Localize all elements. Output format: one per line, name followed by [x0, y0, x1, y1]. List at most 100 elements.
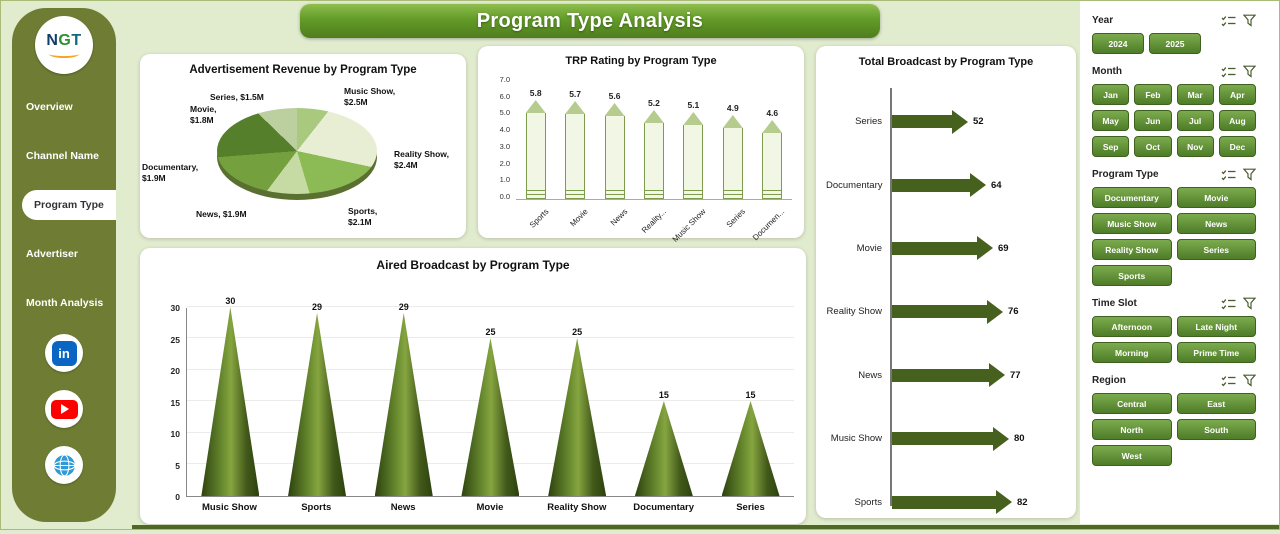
- filter-option-apr[interactable]: Apr: [1218, 84, 1256, 105]
- filter-option-afternoon[interactable]: Afternoon: [1092, 316, 1172, 337]
- arrow-shaft: [892, 432, 993, 446]
- trp-bar-movie: 5.7: [565, 89, 586, 199]
- sidebar-item-month-analysis[interactable]: Month Analysis: [26, 297, 104, 310]
- trp-plot-area: 5.8 5.7 5.6 5.2 5.1 4.9 4.6: [516, 80, 792, 200]
- filter-option-music-show[interactable]: Music Show: [1092, 213, 1172, 234]
- filter-option-2025[interactable]: 2025: [1149, 33, 1201, 54]
- filter-header-icons: [1221, 168, 1256, 181]
- filter-option-nov[interactable]: Nov: [1176, 136, 1214, 157]
- filter-option-mar[interactable]: Mar: [1176, 84, 1214, 105]
- aired-plot-area: 30 29 29 25 25 15 15: [186, 296, 794, 497]
- pencil-body: [565, 114, 586, 199]
- cone-shape: [374, 313, 433, 496]
- filter-option-sports[interactable]: Sports: [1092, 265, 1172, 286]
- filter-header: Program Type: [1092, 168, 1256, 181]
- trp-bar-sports: 5.8: [525, 88, 546, 199]
- arrow-head-icon: [996, 490, 1012, 515]
- filter-icon[interactable]: [1243, 297, 1256, 310]
- select-all-icon[interactable]: [1221, 169, 1236, 181]
- youtube-button[interactable]: [45, 390, 83, 428]
- aired-y-tick: 30: [170, 303, 180, 313]
- filter-header-icons: [1221, 65, 1256, 78]
- cone-shape: [288, 313, 347, 496]
- cone-bar-sports: 29: [288, 302, 347, 496]
- filter-option-jan[interactable]: Jan: [1092, 84, 1130, 105]
- filter-option-morning[interactable]: Morning: [1092, 342, 1172, 363]
- sidebar-item-overview[interactable]: Overview: [26, 101, 73, 113]
- trp-x-label: Documen...: [751, 207, 787, 243]
- filter-icon[interactable]: [1243, 374, 1256, 387]
- filter-option-jul[interactable]: Jul: [1176, 110, 1214, 131]
- total-value-label: 52: [973, 116, 984, 128]
- social-links: in: [12, 334, 116, 484]
- aired-y-tick: 0: [175, 492, 180, 502]
- linkedin-button[interactable]: in: [45, 334, 83, 372]
- cone-bar-movie: 25: [461, 327, 520, 496]
- filter-option-south[interactable]: South: [1176, 419, 1256, 440]
- select-all-icon[interactable]: [1221, 375, 1236, 387]
- filter-icon[interactable]: [1243, 14, 1256, 27]
- cone-value-label: 25: [572, 327, 583, 337]
- filter-option-north[interactable]: North: [1092, 419, 1172, 440]
- filter-icon[interactable]: [1243, 168, 1256, 181]
- pencil-tip: [762, 120, 783, 133]
- filter-option-central[interactable]: Central: [1092, 393, 1172, 414]
- website-button[interactable]: [45, 446, 83, 484]
- sidebar-item-program-type[interactable]: Program Type: [22, 190, 116, 221]
- select-all-icon[interactable]: [1221, 66, 1236, 78]
- total-plot-area: Series 52 Documentary 64 Movie 69 Reality Show…: [826, 90, 1074, 534]
- pie-data-label-movie: Movie, $1.8M: [190, 104, 217, 125]
- filter-option-oct[interactable]: Oct: [1134, 136, 1172, 157]
- select-all-icon[interactable]: [1221, 298, 1236, 310]
- total-category-label: Movie: [856, 242, 882, 254]
- filter-option-aug[interactable]: Aug: [1218, 110, 1256, 131]
- arrow-head-icon: [970, 173, 986, 198]
- total-row-movie: Movie 69: [826, 217, 1074, 280]
- trp-bar-reality: 5.2: [643, 98, 664, 199]
- total-category-label: Series: [855, 116, 882, 128]
- trp-value-label: 5.6: [608, 91, 621, 101]
- total-broadcast-card: Total Broadcast by Program Type Series 52…: [816, 46, 1076, 518]
- trp-y-tick: 3.0: [499, 141, 510, 151]
- select-all-icon[interactable]: [1221, 15, 1236, 27]
- trp-x-tick: Documen...: [751, 204, 790, 242]
- filter-option-news[interactable]: News: [1176, 213, 1256, 234]
- filter-option-dec[interactable]: Dec: [1218, 136, 1256, 157]
- total-row-documentary: Documentary 64: [826, 153, 1074, 216]
- sidebar-item-advertiser[interactable]: Advertiser: [26, 248, 78, 261]
- filter-option-sep[interactable]: Sep: [1092, 136, 1130, 157]
- filter-option-documentary[interactable]: Documentary: [1092, 187, 1172, 208]
- filter-option-movie[interactable]: Movie: [1176, 187, 1256, 208]
- pencil-band: [723, 190, 742, 194]
- sidebar-item-channel-name[interactable]: Channel Name: [26, 150, 99, 163]
- arrow-shaft: [892, 305, 987, 319]
- filter-option-may[interactable]: May: [1092, 110, 1130, 131]
- filter-option-reality-show[interactable]: Reality Show: [1092, 239, 1172, 260]
- filter-section-region: Region Central East North South West: [1092, 374, 1256, 466]
- trp-y-tick: 4.0: [499, 125, 510, 135]
- trp-x-label: Sports: [527, 207, 551, 230]
- cone-value-label: 25: [485, 327, 496, 337]
- arrow-head-icon: [977, 236, 993, 261]
- cone-bar-series: 15: [721, 390, 780, 496]
- filter-option-feb[interactable]: Feb: [1134, 84, 1172, 105]
- filter-option-2024[interactable]: 2024: [1092, 33, 1144, 54]
- filter-icon[interactable]: [1243, 65, 1256, 78]
- pencil-band: [763, 194, 782, 198]
- filter-option-prime-time[interactable]: Prime Time: [1176, 342, 1256, 363]
- total-category-label: News: [858, 369, 882, 381]
- filter-option-west[interactable]: West: [1092, 445, 1172, 466]
- aired-broadcast-card: Aired Broadcast by Program Type 30 25 20 15…: [140, 248, 806, 524]
- filter-option-east[interactable]: East: [1176, 393, 1256, 414]
- arrow-bar: 77: [892, 363, 1021, 388]
- aired-x-label: Reality Show: [547, 502, 607, 513]
- pencil-bar-icon: [683, 112, 704, 199]
- aired-x-label: Music Show: [201, 502, 257, 513]
- filter-option-jun[interactable]: Jun: [1134, 110, 1172, 131]
- pencil-band: [763, 190, 782, 194]
- filter-option-series[interactable]: Series: [1176, 239, 1256, 260]
- total-value-label: 82: [1017, 496, 1028, 508]
- filter-option-late-night[interactable]: Late Night: [1176, 316, 1256, 337]
- cone-shape: [461, 338, 520, 496]
- trp-y-tick: 6.0: [499, 91, 510, 101]
